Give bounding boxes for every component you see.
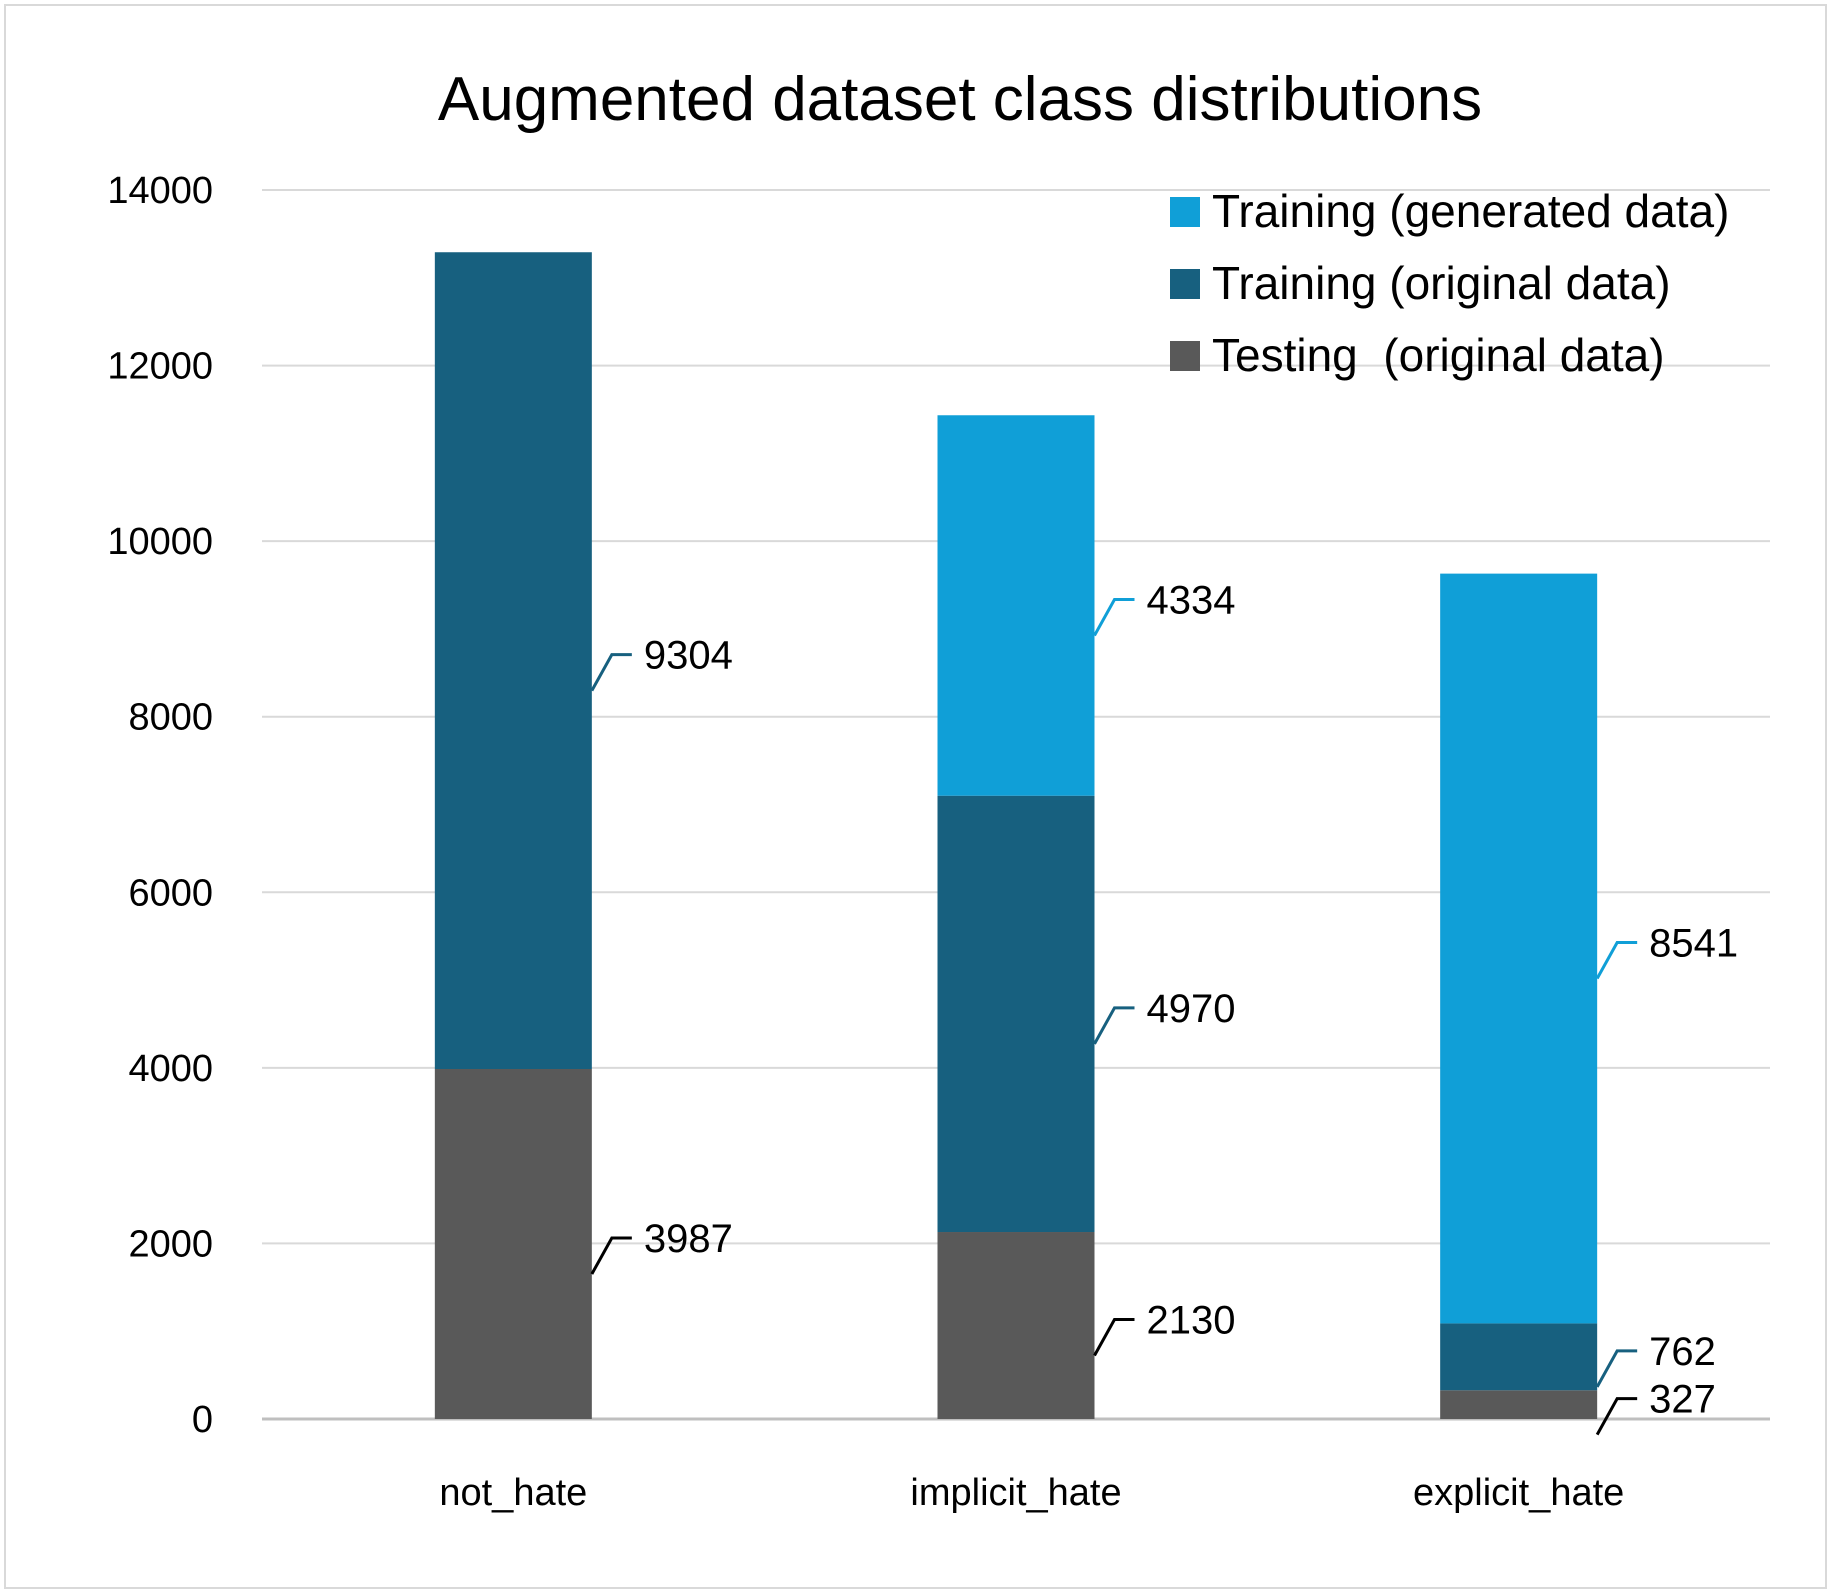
y-tick-label: 0	[192, 1399, 213, 1441]
bar-segment	[937, 415, 1095, 796]
legend-label: Testing (original data)	[1212, 329, 1665, 381]
data-label: 4970	[1147, 987, 1236, 1031]
data-label: 3987	[644, 1217, 733, 1261]
y-tick-label: 12000	[107, 346, 213, 388]
y-axis: 0 2000 4000 6000 8000 10000 12000 14000	[107, 170, 213, 1441]
data-label: 2130	[1147, 1299, 1236, 1343]
data-label-leader	[590, 653, 632, 692]
data-label-leader	[590, 1236, 632, 1275]
legend-swatch	[1170, 341, 1200, 371]
data-label-leader	[1093, 1318, 1135, 1357]
bar-segment	[1440, 573, 1598, 1324]
x-tick-label: implicit_hate	[910, 1472, 1121, 1514]
data-label: 762	[1649, 1330, 1716, 1374]
data-label: 327	[1649, 1378, 1716, 1422]
bar-segment	[937, 795, 1095, 1233]
legend-label: Training (original data)	[1212, 257, 1671, 309]
y-tick-label: 14000	[107, 170, 213, 212]
bar-segment	[1440, 1390, 1598, 1419]
bar-segment	[434, 252, 592, 1069]
data-label-leader	[1595, 1397, 1638, 1436]
y-tick-label: 2000	[128, 1223, 213, 1265]
x-axis: not_hate implicit_hate explicit_hate	[439, 1472, 1624, 1514]
bar-segment	[1440, 1323, 1598, 1391]
data-label: 9304	[644, 634, 733, 678]
data-label: 4334	[1147, 578, 1236, 622]
data-label-leader	[1595, 941, 1638, 980]
x-tick-label: explicit_hate	[1413, 1472, 1624, 1514]
data-label-leader	[1093, 1006, 1135, 1045]
bar-segment	[434, 1068, 592, 1419]
legend: Training (generated data) Training (origi…	[1170, 185, 1729, 381]
y-tick-label: 8000	[128, 697, 213, 739]
chart-title: Augmented dataset class distributions	[438, 65, 1482, 134]
legend-label: Training (generated data)	[1212, 185, 1729, 237]
bar-segment	[937, 1232, 1095, 1419]
data-label-leader	[1595, 1349, 1638, 1388]
legend-swatch	[1170, 197, 1200, 227]
y-tick-label: 6000	[128, 872, 213, 914]
y-tick-label: 10000	[107, 521, 213, 563]
data-label: 8541	[1649, 922, 1738, 966]
y-tick-label: 4000	[128, 1048, 213, 1090]
data-label-leader	[1093, 597, 1135, 637]
x-tick-label: not_hate	[439, 1472, 587, 1514]
legend-swatch	[1170, 269, 1200, 299]
